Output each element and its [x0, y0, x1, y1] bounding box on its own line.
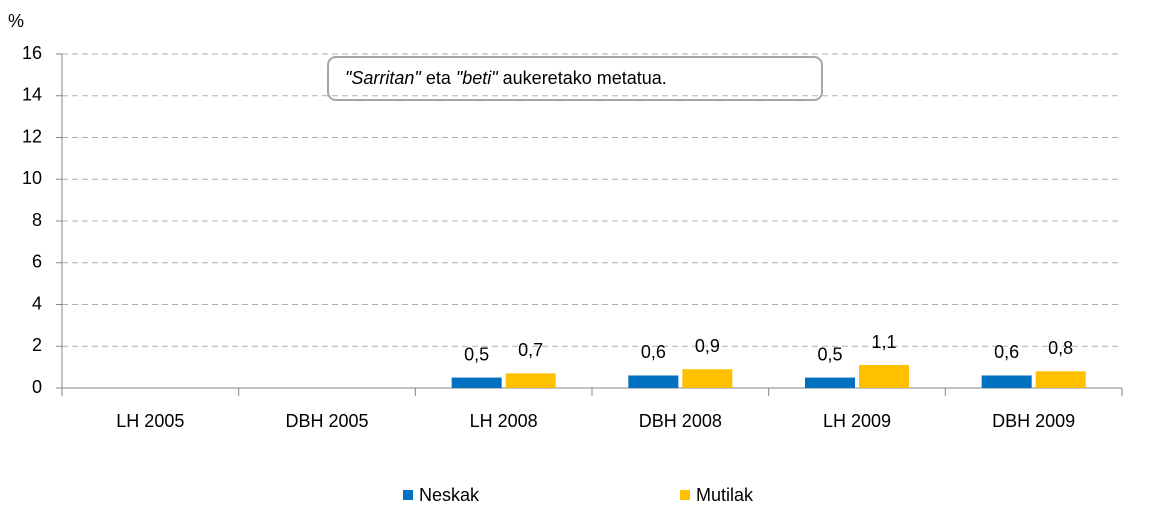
- value-label: 1,1: [871, 332, 896, 352]
- legend-label: Neskak: [419, 485, 480, 505]
- bar: [628, 375, 679, 388]
- x-tick-label: DBH 2005: [285, 411, 368, 431]
- y-tick-label: 4: [32, 293, 42, 313]
- y-tick-label: 12: [22, 126, 42, 146]
- annotation-part: "beti": [456, 68, 499, 88]
- value-label: 0,9: [695, 336, 720, 356]
- bar: [682, 369, 733, 388]
- x-tick-label: LH 2009: [823, 411, 891, 431]
- value-label: 0,6: [994, 342, 1019, 362]
- y-tick-label: 14: [22, 85, 42, 105]
- bar: [805, 377, 855, 388]
- value-label: 0,8: [1048, 338, 1073, 358]
- bar: [451, 377, 502, 388]
- y-tick-label: 2: [32, 335, 42, 355]
- legend-label: Mutilak: [696, 485, 754, 505]
- y-tick-label: 6: [32, 252, 42, 272]
- annotation-part: eta: [421, 68, 456, 88]
- x-tick-label: LH 2008: [470, 411, 538, 431]
- y-tick-label: 16: [22, 43, 42, 63]
- bar: [1035, 371, 1086, 388]
- y-axis-label: %: [8, 11, 24, 31]
- value-label: 0,7: [518, 340, 543, 360]
- annotation-part: "Sarritan": [345, 68, 422, 88]
- value-label: 0,5: [817, 344, 842, 364]
- value-label: 0,6: [641, 342, 666, 362]
- x-tick-label: DBH 2009: [992, 411, 1075, 431]
- legend-swatch: [680, 490, 690, 500]
- y-tick-label: 0: [32, 377, 42, 397]
- x-tick-label: DBH 2008: [639, 411, 722, 431]
- value-label: 0,5: [464, 344, 489, 364]
- annotation: "Sarritan" eta "beti" aukeretako metatua…: [345, 68, 667, 88]
- x-tick-label: LH 2005: [116, 411, 184, 431]
- bar: [505, 373, 556, 388]
- annotation-box: [327, 56, 823, 101]
- legend-swatch: [403, 490, 413, 500]
- y-tick-label: 8: [32, 210, 42, 230]
- y-tick-label: 10: [22, 168, 42, 188]
- annotation-part: aukeretako metatua.: [498, 68, 667, 88]
- bar: [981, 375, 1032, 388]
- bar: [859, 365, 909, 388]
